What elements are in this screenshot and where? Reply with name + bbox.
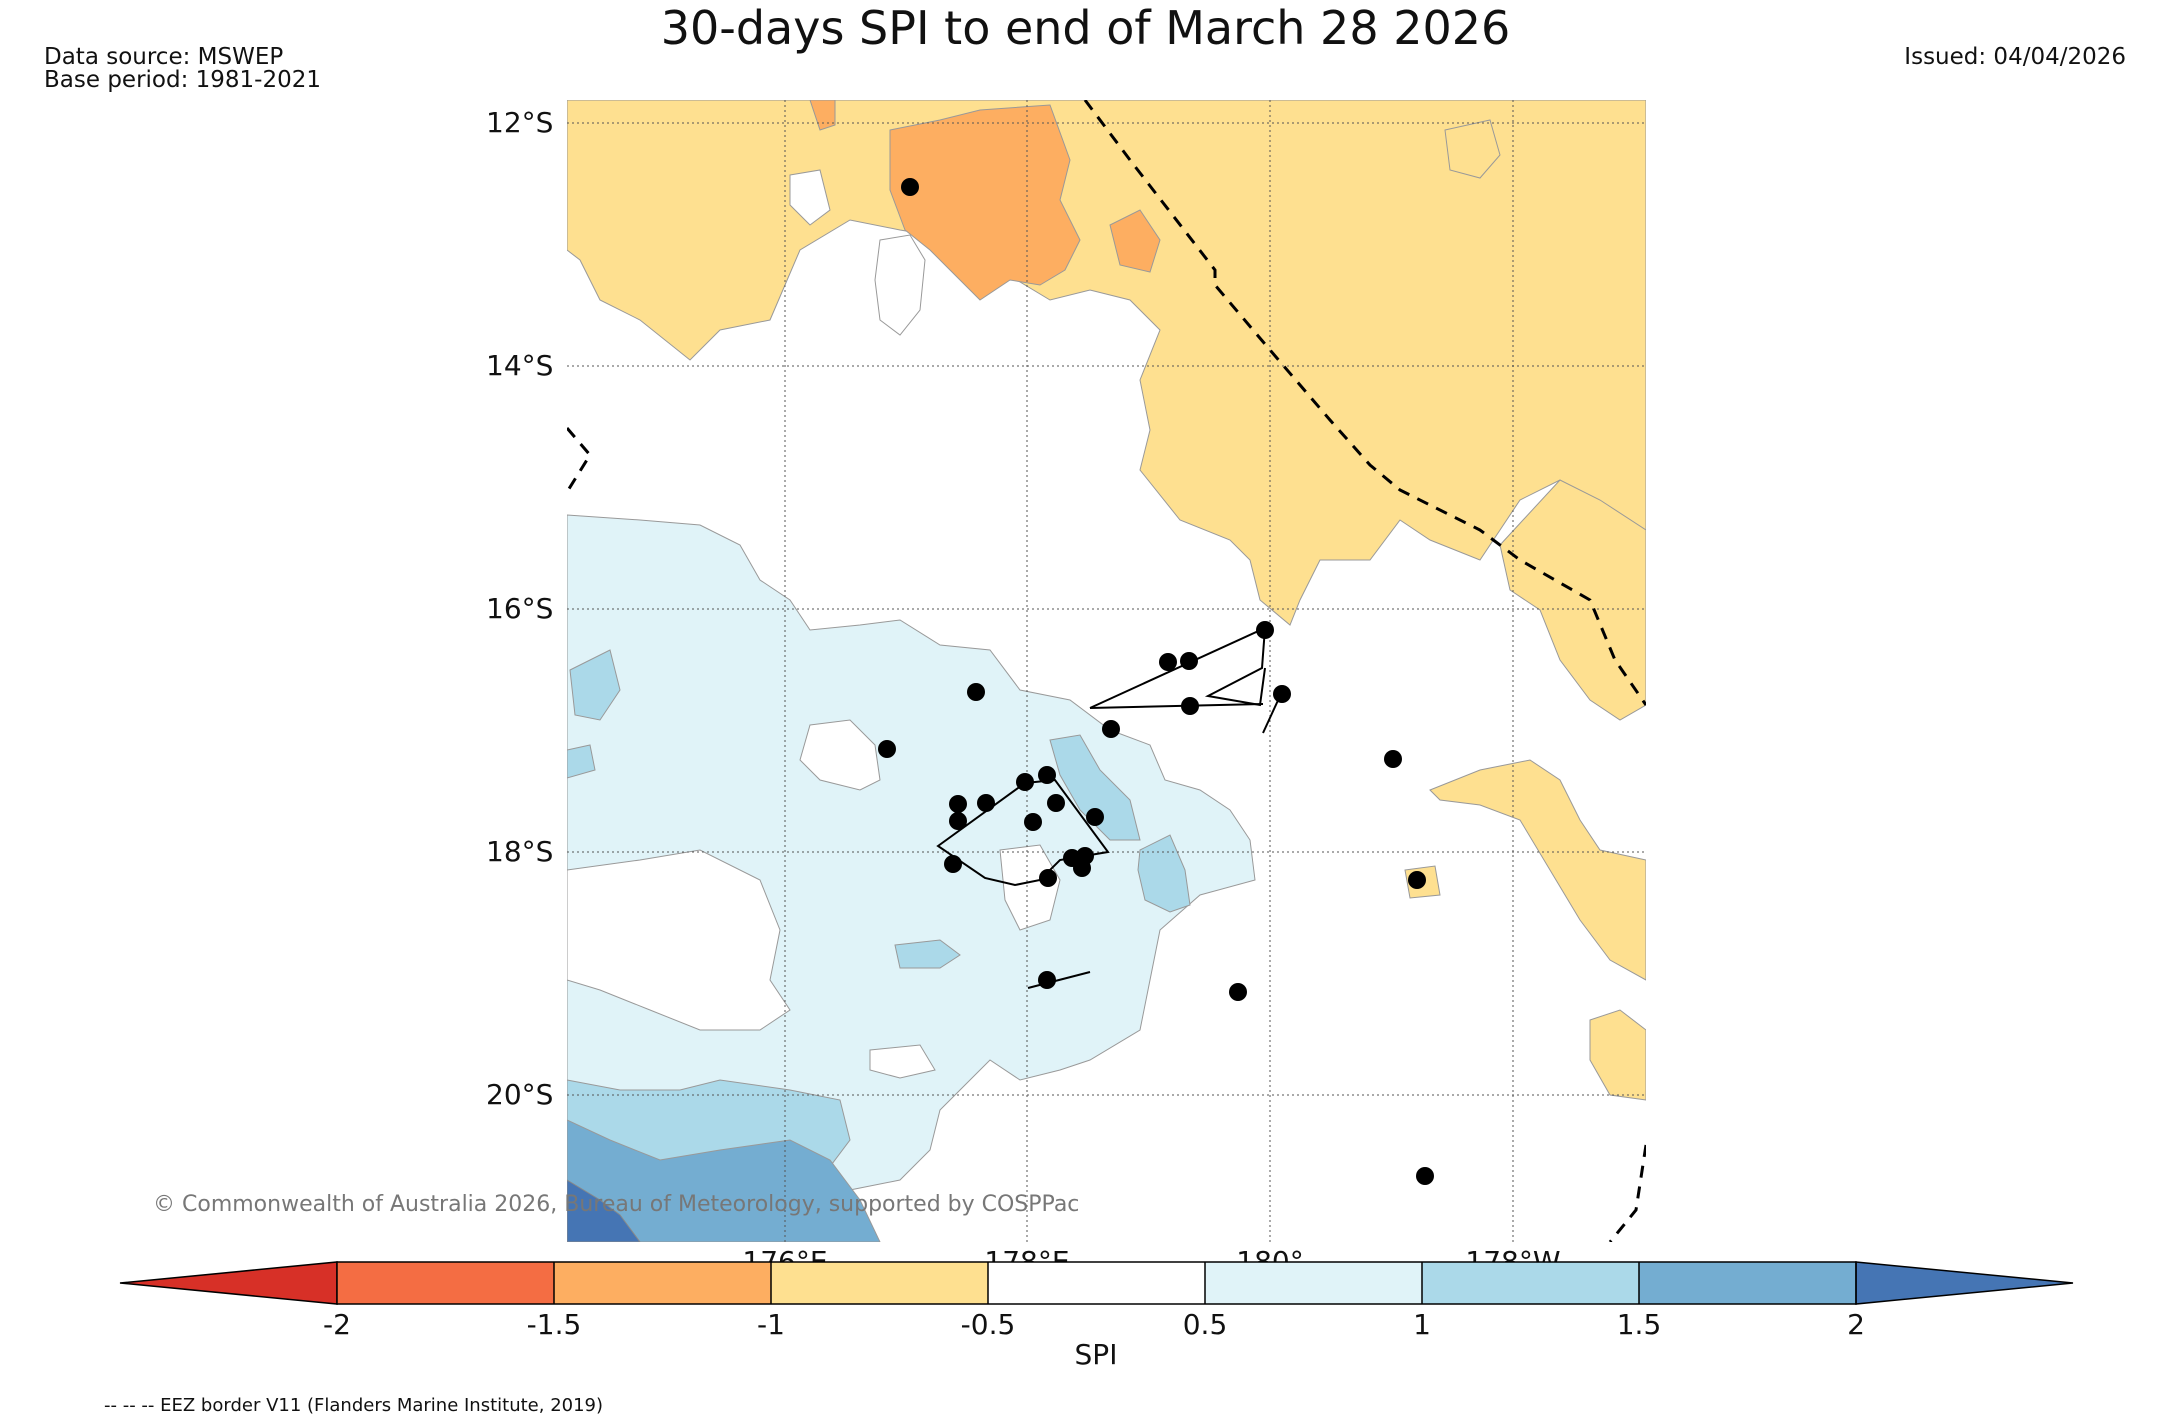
colorbar-bin: [1205, 1262, 1422, 1304]
colorbar-bin: [988, 1262, 1205, 1304]
map-title: 30-days SPI to end of March 28 2026: [660, 1, 1511, 55]
drier-region: [889, 104, 1081, 301]
drier-patch: [1109, 209, 1161, 273]
near-normal-pocket: [799, 719, 881, 791]
extremely-wet-region: [567, 1179, 641, 1242]
dry-patch-northeast: [1444, 119, 1501, 179]
wetter-patch: [1049, 734, 1141, 841]
colorbar-bin: [337, 1262, 554, 1304]
lat-label-20s: 20°S: [486, 1078, 554, 1111]
lat-label-18s: 18°S: [486, 835, 554, 868]
eez-legend-note: -- -- -- EEZ border V11 (Flanders Marine…: [104, 1395, 604, 1416]
colorbar-tick: -2: [323, 1308, 351, 1341]
colorbar-tick: 1.5: [1616, 1308, 1662, 1341]
graticule: [567, 100, 1646, 1242]
colorbar-dividers: [336, 1261, 1857, 1305]
colorbar-extend-high: [1855, 1261, 2074, 1305]
colorbar-bin: [1639, 1262, 1856, 1304]
near-normal-pocket: [874, 234, 926, 336]
colorbar-tick: 1: [1413, 1308, 1431, 1341]
dry-region-east-lower: [1429, 759, 1646, 981]
map-frame: [567, 100, 1646, 1242]
spi-colorbar: [119, 1261, 2074, 1305]
base-period-text: Base period: 1981-2021: [44, 67, 322, 93]
dry-region-north: [567, 100, 1646, 626]
colorbar-extend-low: [119, 1261, 338, 1305]
wetter-patch: [1137, 834, 1191, 913]
station-points: [878, 178, 1434, 1185]
colorbar-tick: -1.5: [526, 1308, 582, 1341]
colorbar-bin: [554, 1262, 771, 1304]
wetter-patch: [567, 744, 596, 779]
colorbar-bin: [771, 1262, 988, 1304]
land-outline: [936, 626, 1281, 989]
colorbar-label: SPI: [1074, 1338, 1118, 1371]
dry-region-east: [1499, 479, 1646, 721]
near-normal-pocket: [999, 844, 1061, 931]
colorbar-bin: [1422, 1262, 1639, 1304]
copyright-text: © Commonwealth of Australia 2026, Bureau…: [153, 1192, 1080, 1217]
dry-region-southeast: [1589, 1009, 1646, 1101]
colorbar-tick: 0.5: [1182, 1308, 1228, 1341]
colorbar-tick: -0.5: [960, 1308, 1016, 1341]
lat-label-14s: 14°S: [486, 349, 554, 382]
colorbar-tick: -1: [757, 1308, 785, 1341]
near-normal-pocket: [789, 169, 831, 226]
wet-region-southwest: [567, 514, 1256, 1242]
much-wetter-region: [567, 1119, 881, 1242]
near-normal-pocket: [567, 849, 791, 1031]
lat-label-16s: 16°S: [486, 592, 554, 625]
data-source-text: Data source: MSWEP: [44, 44, 284, 70]
lat-label-12s: 12°S: [486, 106, 554, 139]
issued-date-text: Issued: 04/04/2026: [1904, 44, 2126, 70]
eez-border: [567, 100, 1646, 1242]
near-normal-pocket: [869, 1044, 936, 1079]
colorbar-tick: 2: [1847, 1308, 1865, 1341]
wetter-patch: [569, 649, 621, 721]
wetter-patch: [894, 939, 961, 969]
